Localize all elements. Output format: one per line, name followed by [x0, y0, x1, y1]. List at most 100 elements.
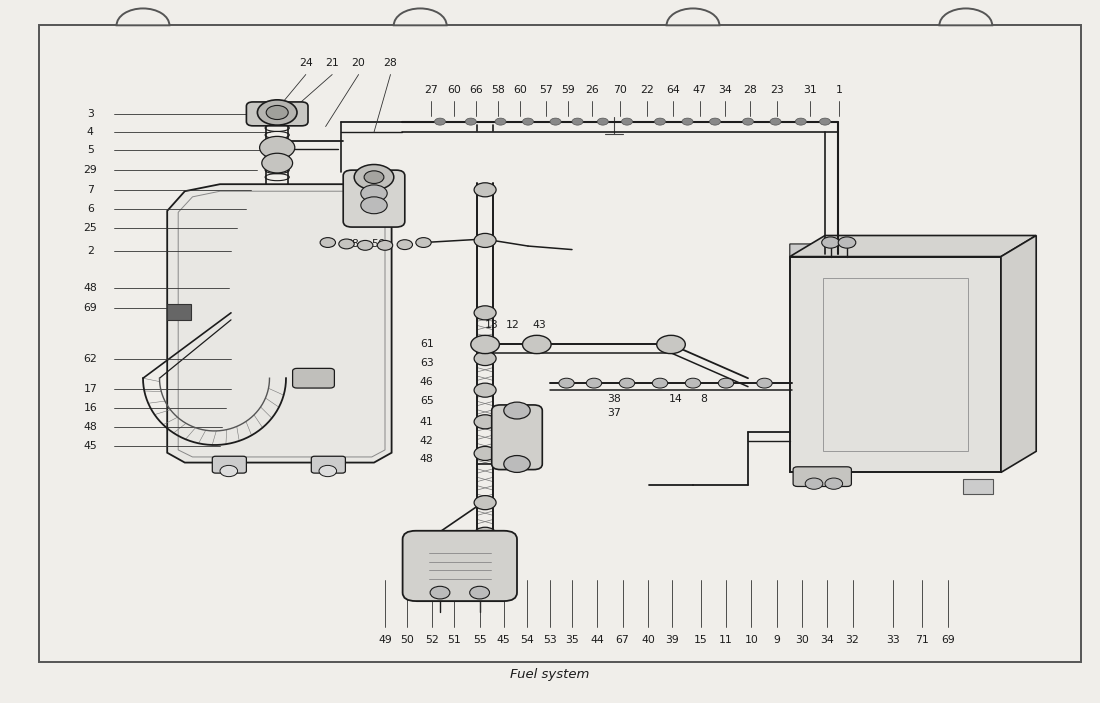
Circle shape [652, 378, 668, 388]
Circle shape [474, 383, 496, 397]
Text: 39: 39 [666, 635, 679, 645]
Circle shape [470, 586, 490, 599]
Text: 51: 51 [448, 635, 461, 645]
Circle shape [504, 456, 530, 472]
Polygon shape [790, 257, 1001, 472]
Circle shape [220, 465, 238, 477]
Text: 37: 37 [607, 408, 620, 418]
Text: 42: 42 [420, 436, 433, 446]
Polygon shape [790, 244, 861, 257]
Circle shape [710, 118, 720, 125]
Circle shape [718, 378, 734, 388]
Text: 26: 26 [585, 85, 598, 95]
Text: 10: 10 [745, 635, 758, 645]
Text: 15: 15 [694, 635, 707, 645]
Text: 48: 48 [84, 283, 97, 293]
Circle shape [361, 197, 387, 214]
Circle shape [597, 118, 608, 125]
Wedge shape [939, 8, 992, 25]
Polygon shape [790, 236, 1036, 257]
Text: 16: 16 [84, 403, 97, 413]
FancyBboxPatch shape [793, 467, 851, 486]
Text: 2: 2 [87, 246, 94, 256]
Circle shape [434, 118, 446, 125]
Text: 33: 33 [887, 635, 900, 645]
Text: 34: 34 [821, 635, 834, 645]
Text: 48: 48 [84, 422, 97, 432]
Text: Fuel system: Fuel system [510, 669, 590, 681]
Circle shape [522, 118, 534, 125]
Circle shape [465, 118, 476, 125]
Text: 70: 70 [614, 85, 627, 95]
Circle shape [320, 238, 336, 247]
Text: 13: 13 [485, 321, 498, 330]
Text: 66: 66 [470, 85, 483, 95]
Circle shape [266, 105, 288, 120]
Text: 11: 11 [719, 635, 733, 645]
Text: 31: 31 [803, 85, 816, 95]
Circle shape [838, 237, 856, 248]
Circle shape [559, 378, 574, 388]
Circle shape [822, 237, 839, 248]
Text: 34: 34 [718, 85, 732, 95]
Text: 41: 41 [420, 417, 433, 427]
Circle shape [319, 465, 337, 477]
Circle shape [474, 233, 496, 247]
Text: 54: 54 [520, 635, 534, 645]
Text: 38: 38 [607, 394, 620, 404]
Text: 60: 60 [448, 85, 461, 95]
Circle shape [471, 335, 499, 354]
Text: 23: 23 [770, 85, 783, 95]
Bar [962, 479, 993, 494]
Text: 9: 9 [773, 635, 780, 645]
Circle shape [397, 240, 412, 250]
Text: 6: 6 [87, 204, 94, 214]
Circle shape [657, 335, 685, 354]
Text: 24: 24 [299, 58, 312, 68]
Wedge shape [667, 8, 719, 25]
Circle shape [742, 118, 754, 125]
Text: 65: 65 [420, 396, 433, 406]
Text: 28: 28 [744, 85, 757, 95]
Polygon shape [167, 184, 392, 463]
Text: 71: 71 [915, 635, 928, 645]
Circle shape [361, 185, 387, 202]
Text: 4: 4 [87, 127, 94, 137]
Circle shape [504, 402, 530, 419]
Text: 35: 35 [565, 635, 579, 645]
Circle shape [572, 118, 583, 125]
Text: 49: 49 [378, 635, 392, 645]
Text: 1: 1 [836, 85, 843, 95]
Text: 59: 59 [561, 85, 574, 95]
Text: 14: 14 [669, 394, 682, 404]
Text: 61: 61 [420, 340, 433, 349]
Text: 43: 43 [532, 321, 546, 330]
Circle shape [354, 165, 394, 190]
Text: 36: 36 [321, 239, 334, 249]
Text: 19: 19 [370, 198, 383, 207]
Text: 27: 27 [425, 85, 438, 95]
Circle shape [377, 240, 393, 250]
Circle shape [474, 415, 496, 429]
Text: 55: 55 [473, 635, 486, 645]
Bar [167, 304, 191, 320]
FancyBboxPatch shape [212, 456, 246, 473]
Circle shape [770, 118, 781, 125]
Text: 45: 45 [84, 441, 97, 451]
Circle shape [495, 118, 506, 125]
Text: 58: 58 [492, 85, 505, 95]
FancyBboxPatch shape [311, 456, 345, 473]
Text: 63: 63 [420, 358, 433, 368]
Text: 53: 53 [543, 635, 557, 645]
Circle shape [262, 153, 293, 173]
Circle shape [474, 527, 496, 541]
Text: 40: 40 [641, 635, 654, 645]
Text: 29: 29 [84, 165, 97, 175]
Text: 50: 50 [400, 635, 414, 645]
Text: 8: 8 [701, 394, 707, 404]
Text: 3: 3 [87, 109, 94, 119]
Circle shape [430, 586, 450, 599]
Circle shape [654, 118, 666, 125]
Circle shape [522, 335, 551, 354]
Circle shape [757, 378, 772, 388]
